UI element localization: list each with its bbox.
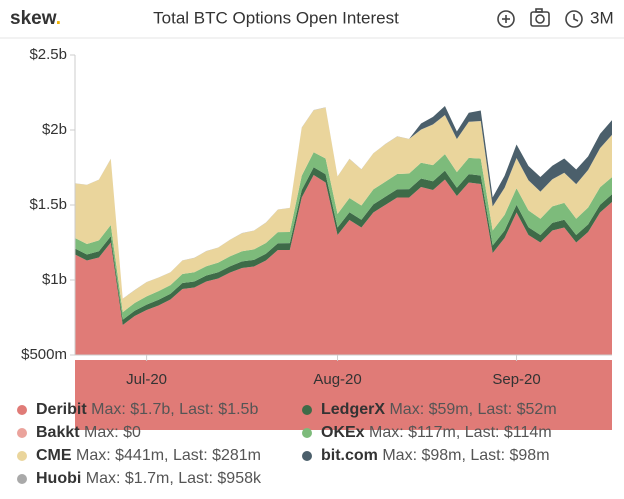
y-tick-label: $2.5b — [29, 46, 67, 63]
y-tick-label: $500m — [21, 346, 67, 363]
x-tick-label: Jul-20 — [126, 371, 167, 388]
legend-entry: OKEx Max: $117m, Last: $114m — [321, 424, 552, 441]
legend-detail: Max: $98m, Last: $98m — [382, 447, 549, 464]
legend: Deribit Max: $1.7b, Last: $1.5b Bakkt Max… — [17, 401, 557, 487]
legend-entry: Huobi Max: $1.7m, Last: $958k — [36, 470, 262, 487]
y-tick-label: $1.5b — [29, 196, 67, 213]
legend-name: Bakkt — [36, 424, 80, 441]
legend-detail: Max: $117m, Last: $114m — [369, 424, 552, 441]
camera-icon[interactable] — [530, 8, 550, 27]
legend-detail: Max: $1.7b, Last: $1.5b — [91, 401, 258, 418]
header-bar — [0, 0, 624, 38]
legend-name: Deribit — [36, 401, 87, 418]
legend-swatch — [17, 451, 27, 461]
legend-name: OKEx — [321, 424, 365, 441]
x-tick-label: Sep-20 — [492, 371, 540, 388]
legend-detail: Max: $1.7m, Last: $958k — [86, 470, 262, 487]
legend-entry: Bakkt Max: $0 — [36, 424, 141, 441]
legend-swatch — [302, 451, 312, 461]
legend-name: CME — [36, 447, 72, 464]
plot-area: $500m $1b $1.5b $2b $2.5b Jul-20 Aug-20 Sep-20 — [21, 46, 612, 430]
legend-entry: Deribit Max: $1.7b, Last: $1.5b — [36, 401, 258, 418]
legend-swatch — [302, 405, 312, 415]
x-tick-label: Aug-20 — [313, 371, 361, 388]
range-button[interactable]: 3M — [590, 8, 614, 27]
legend-swatch — [302, 428, 312, 438]
clock-icon[interactable] — [565, 10, 583, 28]
legend-entry: CME Max: $441m, Last: $281m — [36, 447, 261, 464]
legend-swatch — [17, 474, 27, 484]
legend-entry: LedgerX Max: $59m, Last: $52m — [321, 401, 557, 418]
legend-swatch — [17, 428, 27, 438]
legend-name: LedgerX — [321, 401, 385, 418]
legend-detail: Max: $441m, Last: $281m — [76, 447, 261, 464]
area — [75, 107, 612, 313]
chart-title: Total BTC Options Open Interest — [153, 8, 399, 27]
logo-dot: . — [56, 8, 61, 29]
legend-detail: Max: $59m, Last: $52m — [389, 401, 556, 418]
zoom-icon[interactable] — [497, 10, 515, 28]
y-tick-label: $1b — [42, 271, 67, 288]
logo: skew. — [10, 8, 61, 29]
legend-name: Huobi — [36, 470, 81, 487]
logo-text: skew — [10, 8, 57, 29]
y-tick-label: $2b — [42, 121, 67, 138]
area — [75, 175, 612, 430]
legend-detail: Max: $0 — [84, 424, 141, 441]
plot-mask — [75, 355, 612, 360]
legend-swatch — [17, 405, 27, 415]
legend-entry: bit.com Max: $98m, Last: $98m — [321, 447, 550, 464]
legend-name: bit.com — [321, 447, 378, 464]
